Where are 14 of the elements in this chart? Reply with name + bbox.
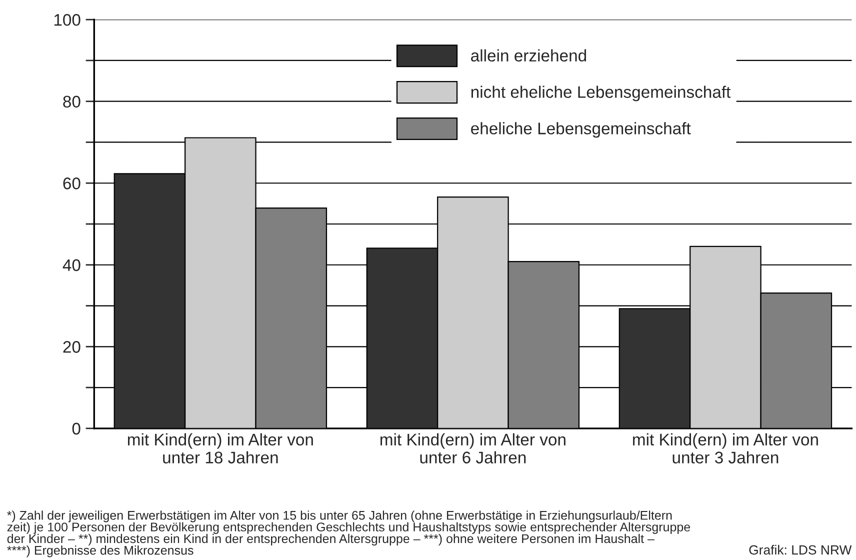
y-tick-label: 100 xyxy=(54,14,80,26)
legend-label: nicht eheliche Lebensgemeinschaft xyxy=(471,86,731,102)
legend-label: eheliche Lebensgemeinschaft xyxy=(471,122,691,138)
x-tick-label: mit Kind(ern) im Alter von unter 3 Jahren xyxy=(633,433,818,464)
y-tick-label: 20 xyxy=(63,341,80,353)
text: *) Zahl der jeweiligen Erwerbstätigen im Alter von 15 bis unter 65 Jahren (ohne Erwerbstätige in Erziehungsurlaub/Eltern zeit) je 100 Personen der Bevölkerung entsprechenden Geschlechts und Haushaltstyps sowie entsprechender Altersgruppe der Kinder – **) mindestens ein Kind in der entsprechenden Altersgruppe – ***) ohne weitere Personen im Haushalt – ****) Ergebnisse des Mikrozensus xyxy=(7,510,690,558)
legend-label: allein erziehend xyxy=(471,49,586,62)
y-tick-label: 80 xyxy=(63,96,80,108)
y-tick-label: 0 xyxy=(72,422,80,435)
x-tick-label: mit Kind(ern) im Alter von unter 18 Jahren xyxy=(128,433,313,464)
y-tick-label: 40 xyxy=(62,259,80,272)
x-tick-label: mit Kind(ern) im Alter von unter 6 Jahren xyxy=(380,433,566,464)
text: Grafik: LDS NRW xyxy=(749,544,852,555)
y-tick-label: 60 xyxy=(63,178,80,190)
